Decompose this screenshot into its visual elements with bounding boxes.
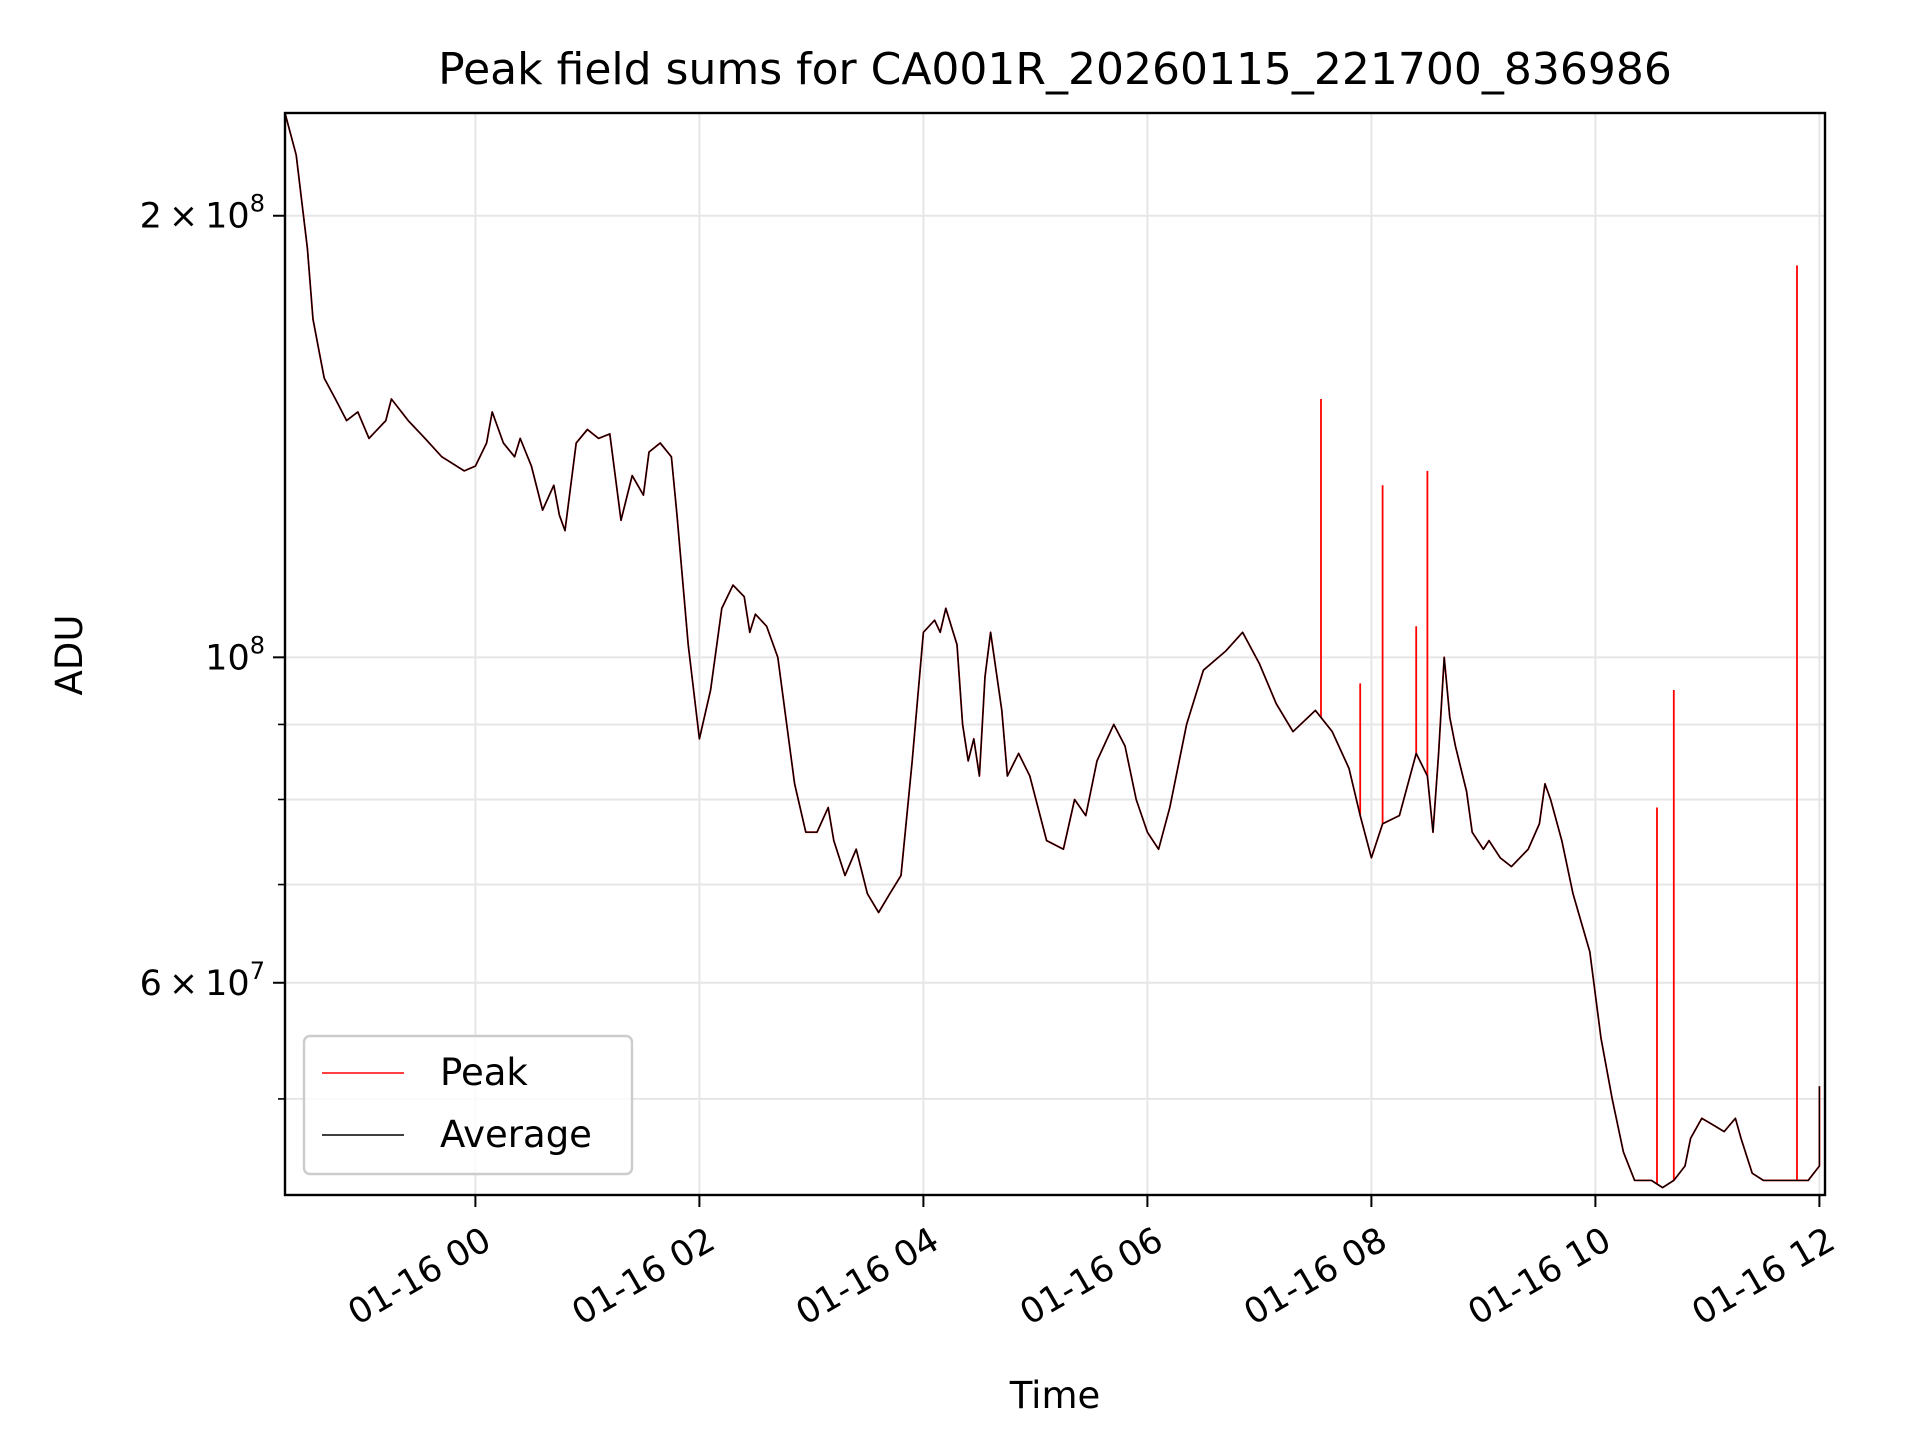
x-axis-label: Time	[1009, 1374, 1101, 1417]
y-tick-label-1: 108	[205, 631, 265, 678]
legend-label-peak: Peak	[440, 1051, 528, 1094]
plot-area	[285, 113, 1821, 1189]
axes-frame	[283, 111, 1827, 1197]
y-tick-label-2: 6 × 107	[140, 957, 265, 1004]
grid	[285, 113, 1825, 1195]
legend-box	[302, 1034, 634, 1176]
legend: Peak Average	[302, 1034, 634, 1176]
y-axis: 2 × 108 108 6 × 107	[140, 190, 285, 1100]
y-tick-label-0: 2 × 108	[140, 190, 265, 237]
y-axis-label: ADU	[48, 615, 91, 696]
legend-label-average: Average	[440, 1113, 592, 1156]
series-line-average	[285, 113, 1821, 1189]
chart-title: Peak field sums for CA001R_20260115_2217…	[438, 44, 1672, 95]
